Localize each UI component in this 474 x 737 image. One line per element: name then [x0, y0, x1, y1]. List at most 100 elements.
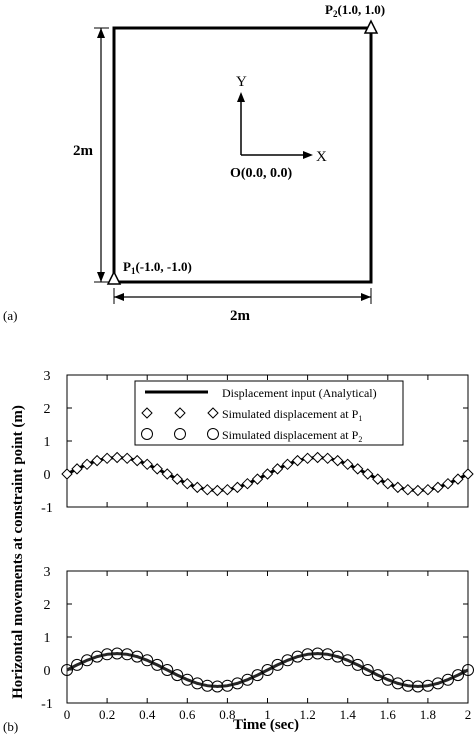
p1-data-point	[141, 458, 153, 471]
legend-label-analytical: Displacement input (Analytical)	[222, 386, 377, 400]
y-tick-label: -1	[41, 697, 53, 712]
x-tick-label: 1.6	[380, 707, 397, 722]
p2-data-point	[141, 654, 154, 667]
legend-diamond-swatch	[207, 407, 219, 419]
p1-data-point	[301, 452, 314, 464]
p1-data-point	[111, 451, 123, 464]
y-tick-label: 1	[44, 435, 51, 450]
p2-data-point	[401, 679, 414, 692]
p2-data-point	[101, 648, 114, 661]
x-tick-label: 0.4	[139, 707, 156, 722]
width-dimension-label: 2m	[230, 308, 251, 324]
x-tick-label: 0	[64, 707, 71, 722]
y-tick-label: 1	[44, 631, 51, 646]
p2-data-point	[131, 650, 144, 663]
p2-data-point	[151, 658, 164, 671]
legend-circle-swatch	[207, 428, 219, 440]
p1-data-point	[422, 484, 434, 496]
y-tick-label: 3	[44, 565, 51, 580]
p1-data-point	[281, 458, 294, 471]
p1-data-point	[362, 468, 374, 480]
legend-label-p1: Simulated displacement at P1	[222, 407, 362, 423]
panel-b-label: (b)	[3, 719, 18, 734]
p1-data-point	[462, 468, 474, 480]
x-tick-label: 0.2	[99, 707, 115, 722]
legend-circle-swatch	[141, 428, 153, 440]
y-tick-label: -1	[41, 501, 53, 516]
domain-square	[112, 26, 373, 284]
p2-data-point	[191, 677, 204, 690]
p1-data-point	[201, 484, 214, 496]
p2-data-point	[251, 669, 264, 682]
p1-label: P1(-1.0, -1.0)	[123, 259, 192, 276]
p1-data-point	[352, 463, 364, 475]
p2-data-point	[381, 673, 394, 686]
p2-data-point	[462, 664, 474, 676]
p2-data-point	[321, 648, 334, 661]
p2-data-point	[261, 664, 274, 676]
p1-data-point	[382, 477, 394, 490]
x-axis-label: X	[316, 149, 327, 165]
p1-data-point	[271, 463, 284, 475]
p2-data-point	[431, 677, 444, 690]
p2-data-point	[331, 650, 344, 663]
y-arrowhead-icon	[237, 92, 245, 102]
x-tick-label: 0.6	[179, 707, 196, 722]
p1-data-point	[131, 454, 143, 467]
x-axis-title: Time (sec)	[233, 717, 299, 733]
p1-support-triangle	[106, 270, 122, 285]
legend-diamond-swatch	[141, 407, 153, 419]
x-tick-label: 2	[465, 707, 472, 722]
p1-data-point	[321, 452, 334, 464]
p1-data-point	[121, 452, 133, 464]
p2-data-point	[111, 647, 124, 660]
p1-data-point	[291, 454, 304, 467]
p2-data-point	[341, 654, 354, 667]
x-tick-label: 0.8	[219, 707, 235, 722]
x-tick-label: 1	[264, 707, 271, 722]
p2-support-triangle	[363, 19, 379, 34]
p1-data-point	[101, 452, 113, 464]
p1-data-point	[402, 484, 414, 496]
p1-data-point	[372, 473, 384, 485]
x-tick-label: 1.8	[420, 707, 436, 722]
p1-data-point	[91, 454, 103, 467]
p1-data-point	[251, 473, 264, 485]
p2-data-point	[301, 648, 314, 661]
p2-data-point	[171, 669, 184, 682]
p1-data-point	[211, 484, 224, 497]
p2-data-point	[441, 673, 454, 686]
x-arrowhead-icon	[303, 151, 313, 159]
p2-data-point	[451, 669, 464, 682]
p2-data-point	[241, 673, 254, 686]
p1-data-point	[71, 463, 83, 475]
p1-data-point	[191, 481, 204, 494]
p1-data-point	[241, 477, 254, 490]
geometry-diagram: 2m 2m Y X O(0.0, 0.0) P1(-1.0, -1.0) P2(…	[3, 2, 385, 324]
p1-data-point	[452, 473, 464, 485]
p2-data-point	[201, 679, 214, 692]
p2-data-point	[391, 677, 404, 690]
p2-data-point	[371, 669, 384, 682]
p2-data-point	[361, 664, 374, 676]
p2-data-point	[291, 650, 304, 663]
p2-data-point	[311, 647, 324, 660]
p2-data-point	[411, 680, 424, 693]
p2-data-point	[61, 664, 73, 676]
y-tick-label: 0	[44, 468, 51, 483]
legend-circle-swatch	[174, 428, 186, 440]
p2-data-point	[351, 658, 364, 671]
p1-data-point	[432, 481, 444, 494]
panel-a-label: (a)	[3, 308, 17, 323]
p2-data-point	[421, 679, 434, 692]
p2-data-point	[281, 654, 294, 667]
p2-data-point	[221, 679, 234, 692]
analytical-line	[66, 651, 469, 689]
y-tick-label: 3	[44, 369, 51, 384]
y-tick-label: 2	[44, 402, 51, 417]
p2-data-point	[161, 664, 174, 676]
y-axis-title: Horizontal movements at constraint point…	[10, 405, 26, 699]
p1-data-point	[171, 473, 183, 485]
p2-data-point	[81, 654, 94, 667]
